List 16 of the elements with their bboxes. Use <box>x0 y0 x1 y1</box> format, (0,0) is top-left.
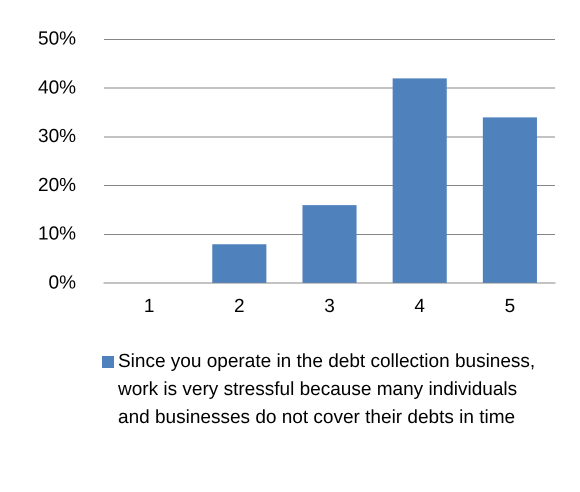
y-tick-label: 20% <box>38 174 76 196</box>
bar <box>392 78 447 283</box>
x-tick-label: 1 <box>144 296 154 317</box>
bar <box>482 117 537 283</box>
bar <box>212 244 266 283</box>
y-tick-label: 50% <box>38 28 76 50</box>
y-tick-label: 40% <box>38 77 76 98</box>
x-tick-label: 3 <box>324 296 335 317</box>
y-tick-label: 30% <box>38 126 76 148</box>
y-tick-label: 10% <box>38 224 76 245</box>
legend-label: Since you operate in the debt collection business, work is very stressful because many individuals and businesses do not cover their debts in time <box>118 351 536 428</box>
bar <box>302 205 357 283</box>
x-tick-label: 5 <box>504 296 516 317</box>
y-tick-label: 0% <box>48 272 76 294</box>
x-tick-label: 4 <box>414 296 426 317</box>
x-tick-label: 2 <box>234 296 245 317</box>
